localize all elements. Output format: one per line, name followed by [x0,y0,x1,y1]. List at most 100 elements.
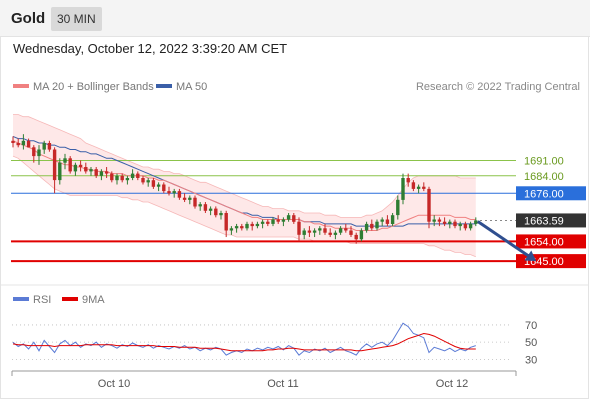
candle-body [468,223,473,229]
candle-body [437,219,442,222]
candle-body [94,169,98,176]
candle-body [302,230,306,235]
rsi-legend-label: RSI [33,294,51,306]
candle-body [328,232,332,235]
candle-body [208,208,213,211]
candle-body [146,180,150,183]
level-tag-1676.00 [516,186,586,201]
candle-body [416,186,421,189]
candle-body [245,223,249,229]
forecast-arrow-head [524,250,537,262]
level-label-1663.59: 1663.59 [524,215,564,227]
candle-body [78,164,83,167]
level-label-1654.00: 1654.00 [524,236,564,248]
candle-body [453,221,457,227]
candle-body [432,219,436,222]
level-label-1676.00: 1676.00 [524,188,564,200]
candle-body [396,199,400,216]
candle-body [156,184,161,187]
candle-body [234,226,239,229]
ma9-legend-label: 9MA [82,294,105,306]
candle-body [318,228,322,231]
candle-body [110,173,114,181]
timestamp: Wednesday, October 12, 2022 3:39:20 AM C… [13,41,288,56]
x-tick-label: Oct 10 [98,378,130,390]
candle-body [406,178,410,183]
candle-body [422,186,426,189]
candle-body [26,140,31,148]
timeframe-button[interactable]: 30 MIN [51,7,102,31]
rsi-tick-label: 30 [525,354,537,366]
candle-body [73,164,78,172]
chart-frame [0,36,589,399]
candle-body [458,223,462,227]
candle-body [68,158,72,172]
candle-body [240,226,244,229]
candle-body [115,175,119,181]
candle-body [260,221,265,224]
instrument-name: Gold [11,10,46,27]
candle-body [120,175,124,181]
candle-body [224,213,228,231]
candle-body [52,149,57,181]
candle-body [359,230,364,240]
x-tick-label: Oct 12 [436,378,468,390]
candle-body [188,197,192,200]
candle-body [349,230,353,235]
candle-body [177,191,182,198]
ma50-legend-swatch [156,84,172,88]
candle-body [141,178,145,183]
candle-body [198,204,202,207]
candle-body [375,221,379,229]
ma20-legend-swatch [13,84,29,88]
candle-body [58,162,62,181]
forecast-arrow-shaft [476,220,529,257]
candle-body [11,140,15,143]
candle-body [47,143,52,150]
rsi-tick-label: 50 [525,337,537,349]
candle-body [344,228,348,231]
candle-body [427,188,431,222]
level-tag-1654.00 [516,234,586,249]
candle-body [286,215,291,220]
candle-body [16,143,20,146]
candle-body [89,169,93,172]
candle-body [162,184,166,192]
candle-body [42,143,46,150]
candle-body [136,173,140,178]
candle-body [401,178,405,200]
candle-body [21,140,26,146]
bollinger-lower-line [12,155,476,258]
level-label-1691.00: 1691.00 [524,155,564,167]
candle-body [292,215,296,222]
source-credit: Research © 2022 Trading Central [416,81,580,93]
ma20-legend-label: MA 20 + Bollinger Bands [33,81,154,93]
top-bar: Gold 30 MIN [0,0,590,37]
candle-body [442,221,447,224]
candle-body [104,171,109,174]
rsi-tick-label: 70 [525,320,537,332]
candle-body [312,230,317,233]
candle-body [229,228,234,231]
candle-body [297,221,301,235]
candle-body [130,173,135,178]
candle-body [255,223,260,227]
candle-body [380,219,384,222]
candle-body [307,230,312,233]
candle-body [182,197,187,200]
candle-body [250,223,254,227]
candle-body [390,215,395,224]
ma50-line [12,135,476,227]
candle-body [193,197,197,207]
candle-body [333,232,338,235]
ma9-legend-swatch [62,297,78,301]
candle-body [84,167,88,172]
candle-body [99,171,104,176]
ma50-legend-label: MA 50 [176,81,207,93]
candle-body [219,213,223,216]
candle-body [203,204,208,211]
candle-body [474,220,478,224]
candle-body [214,208,218,216]
candle-body [276,219,280,222]
